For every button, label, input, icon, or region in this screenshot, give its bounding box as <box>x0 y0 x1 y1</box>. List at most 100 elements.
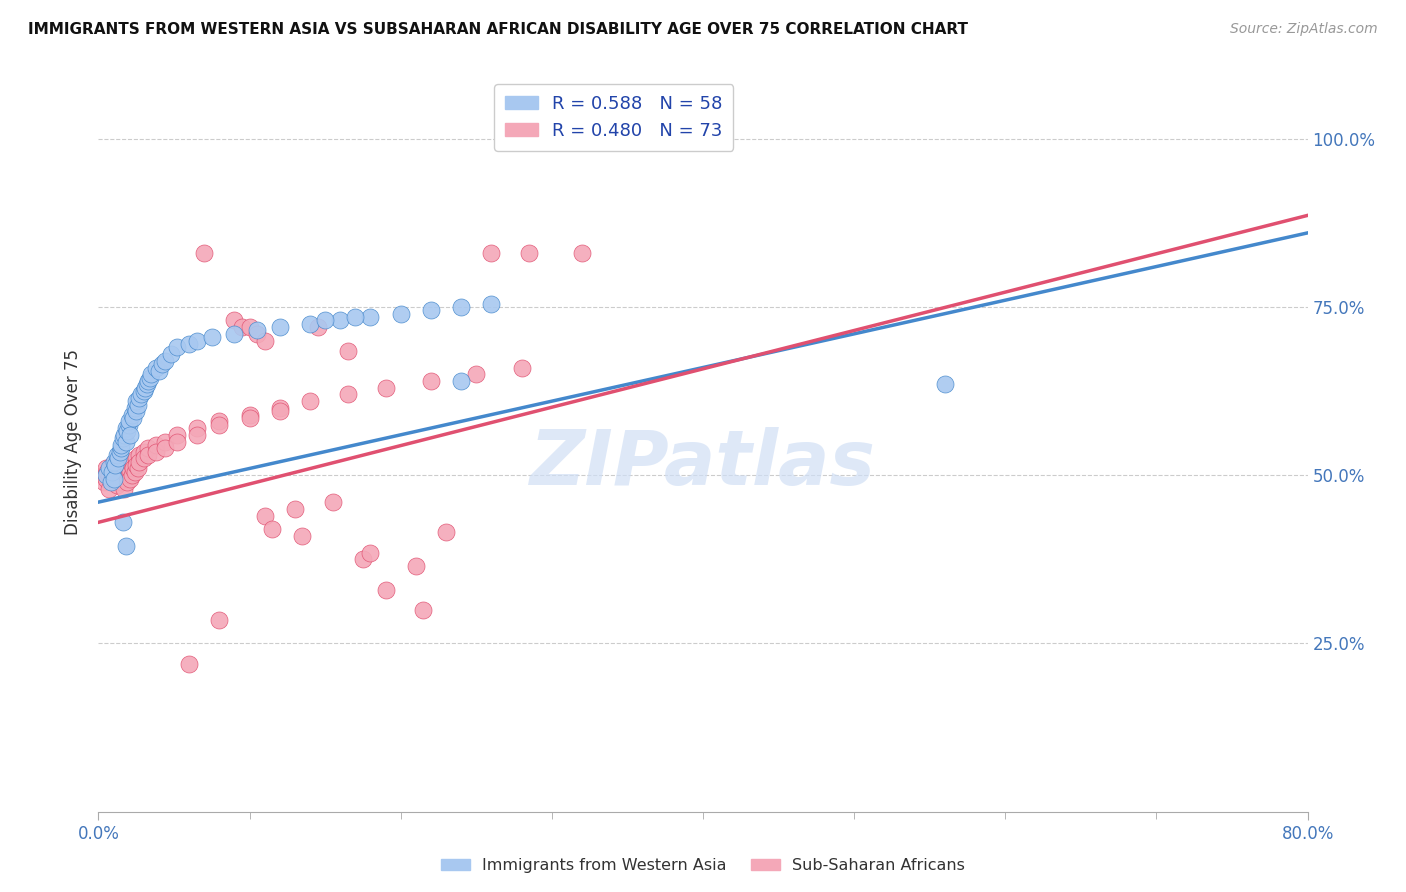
Point <box>110 461 132 475</box>
Point <box>100 475 122 489</box>
Point <box>114 434 136 449</box>
Point <box>166 340 188 354</box>
Point <box>122 411 145 425</box>
Point <box>179 657 201 671</box>
Point <box>136 374 159 388</box>
Point <box>101 465 124 479</box>
Point <box>269 320 291 334</box>
Point <box>374 582 396 597</box>
Point <box>269 404 291 418</box>
Point <box>231 320 253 334</box>
Point <box>135 377 157 392</box>
Point <box>132 384 155 398</box>
Point <box>112 482 135 496</box>
Point <box>91 468 114 483</box>
Point <box>125 451 148 466</box>
Point <box>139 370 162 384</box>
Point <box>120 465 142 479</box>
Point <box>193 246 215 260</box>
Point <box>94 472 117 486</box>
Point <box>128 448 150 462</box>
Point <box>141 368 163 382</box>
Point <box>104 461 127 475</box>
Point <box>166 427 188 442</box>
Point <box>136 442 159 456</box>
Legend: Immigrants from Western Asia, Sub-Saharan Africans: Immigrants from Western Asia, Sub-Sahara… <box>434 852 972 880</box>
Point <box>134 381 156 395</box>
Point <box>104 458 127 472</box>
Point <box>110 442 132 456</box>
Point <box>336 387 359 401</box>
Point <box>114 421 136 435</box>
Point <box>103 468 125 483</box>
Point <box>352 552 374 566</box>
Point <box>224 326 246 341</box>
Point <box>103 455 125 469</box>
Point <box>115 475 138 489</box>
Point <box>299 317 322 331</box>
Point <box>101 458 124 472</box>
Point <box>111 431 134 445</box>
Point <box>405 559 427 574</box>
Point <box>150 357 173 371</box>
Point <box>121 458 143 472</box>
Point <box>450 374 472 388</box>
Point <box>145 438 167 452</box>
Point <box>148 364 170 378</box>
Point <box>107 451 129 466</box>
Point <box>115 425 138 439</box>
Point <box>114 472 136 486</box>
Point <box>98 461 121 475</box>
Point <box>322 495 344 509</box>
Point <box>269 401 291 415</box>
Point <box>98 482 121 496</box>
Point <box>329 313 352 327</box>
Point <box>125 394 148 409</box>
Point <box>336 343 359 358</box>
Point <box>107 465 129 479</box>
Point <box>112 458 135 472</box>
Point <box>110 438 132 452</box>
Point <box>571 246 593 260</box>
Point <box>104 472 127 486</box>
Point <box>299 394 322 409</box>
Point <box>120 472 142 486</box>
Point <box>121 408 143 422</box>
Point <box>105 455 128 469</box>
Point <box>481 246 503 260</box>
Point <box>93 475 115 489</box>
Point <box>118 461 141 475</box>
Point <box>128 391 150 405</box>
Text: IMMIGRANTS FROM WESTERN ASIA VS SUBSAHARAN AFRICAN DISABILITY AGE OVER 75 CORREL: IMMIGRANTS FROM WESTERN ASIA VS SUBSAHAR… <box>28 22 969 37</box>
Point <box>108 468 131 483</box>
Point <box>94 468 117 483</box>
Point <box>122 455 145 469</box>
Point <box>160 347 183 361</box>
Point <box>186 427 208 442</box>
Point <box>145 444 167 458</box>
Point <box>344 310 367 324</box>
Point <box>101 465 124 479</box>
Point <box>100 472 122 486</box>
Point <box>208 613 231 627</box>
Point <box>186 421 208 435</box>
Point <box>434 525 457 540</box>
Point <box>166 434 188 449</box>
Point <box>121 468 143 483</box>
Point <box>208 414 231 428</box>
Point <box>360 310 382 324</box>
Point <box>934 377 956 392</box>
Y-axis label: Disability Age Over 75: Disability Age Over 75 <box>65 349 83 534</box>
Point <box>481 296 503 310</box>
Point <box>420 303 443 318</box>
Point <box>108 458 131 472</box>
Point <box>118 417 141 432</box>
Point <box>118 468 141 483</box>
Point <box>105 448 128 462</box>
Text: ZIPatlas: ZIPatlas <box>530 426 876 500</box>
Point <box>114 461 136 475</box>
Legend: R = 0.588   N = 58, R = 0.480   N = 73: R = 0.588 N = 58, R = 0.480 N = 73 <box>495 84 734 151</box>
Point <box>125 404 148 418</box>
Point <box>105 478 128 492</box>
Point <box>111 516 134 530</box>
